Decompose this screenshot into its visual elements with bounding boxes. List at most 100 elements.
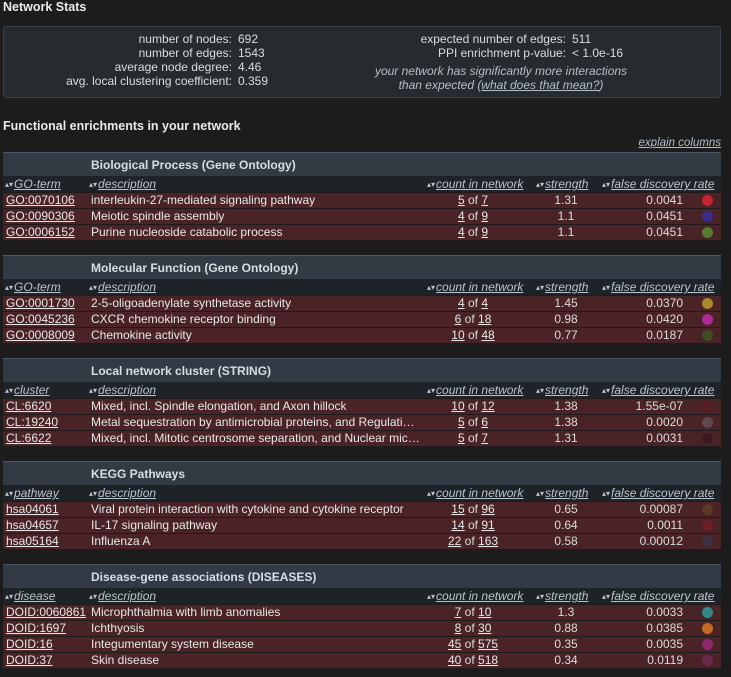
term-id-link[interactable]: DOID:0060861 — [6, 605, 87, 619]
count-link[interactable]: 5 — [457, 431, 465, 445]
total-link[interactable]: 9 — [481, 209, 489, 223]
color-dot-icon[interactable] — [702, 639, 713, 650]
term-id-link[interactable]: CL:6622 — [6, 431, 52, 445]
sort-id-column[interactable]: ▴▾GO-term — [5, 177, 61, 191]
sort-fdr-column[interactable]: ▴▾false discovery rate — [602, 589, 715, 603]
table-row[interactable]: CL:6622 Mixed, incl. Mitotic centrosome s… — [3, 430, 721, 446]
total-link[interactable]: 7 — [481, 193, 489, 207]
color-dot-icon[interactable] — [702, 623, 713, 634]
what-does-that-mean-link[interactable]: what does that mean? — [481, 78, 600, 92]
total-link[interactable]: 4 — [481, 296, 489, 310]
count-link[interactable]: 4 — [457, 296, 465, 310]
total-link[interactable]: 12 — [481, 399, 495, 413]
table-row[interactable]: CL:19240 Metal sequestration by antimicro… — [3, 414, 721, 430]
count-link[interactable]: 10 — [451, 399, 465, 413]
sort-description-column[interactable]: ▴▾description — [89, 589, 157, 603]
sort-count-column[interactable]: ▴▾count in network — [427, 280, 524, 294]
total-link[interactable]: 48 — [481, 328, 495, 342]
color-dot-icon[interactable] — [702, 433, 713, 444]
table-row[interactable]: DOID:37 Skin disease 40 of 518 0.34 0.0119 — [3, 652, 721, 668]
sort-count-column[interactable]: ▴▾count in network — [427, 486, 524, 500]
term-id-link[interactable]: GO:0001730 — [6, 296, 75, 310]
color-dot-icon[interactable] — [702, 330, 713, 341]
color-dot-icon[interactable] — [702, 536, 713, 547]
table-row[interactable]: GO:0008009 Chemokine activity 10 of 48 0.77… — [3, 327, 721, 343]
term-id-link[interactable]: GO:0006152 — [6, 225, 75, 239]
total-link[interactable]: 9 — [481, 225, 489, 239]
term-id-link[interactable]: GO:0008009 — [6, 328, 75, 342]
total-link[interactable]: 6 — [481, 415, 489, 429]
count-link[interactable]: 6 — [454, 312, 462, 326]
color-dot-icon[interactable] — [702, 520, 713, 531]
sort-fdr-column[interactable]: ▴▾false discovery rate — [602, 383, 715, 397]
color-dot-icon[interactable] — [702, 314, 713, 325]
sort-strength-column[interactable]: ▴▾strength — [536, 589, 589, 603]
table-row[interactable]: CL:6620 Mixed, incl. Spindle elongation, … — [3, 398, 721, 414]
table-row[interactable]: GO:0045236 CXCR chemokine receptor bindin… — [3, 311, 721, 327]
table-row[interactable]: DOID:1697 Ichthyosis 8 of 30 0.88 0.0385 — [3, 620, 721, 636]
color-dot-icon[interactable] — [702, 417, 713, 428]
count-link[interactable]: 4 — [457, 209, 465, 223]
sort-fdr-column[interactable]: ▴▾false discovery rate — [602, 486, 715, 500]
sort-strength-column[interactable]: ▴▾strength — [536, 486, 589, 500]
count-link[interactable]: 10 — [451, 328, 465, 342]
total-link[interactable]: 7 — [481, 431, 489, 445]
count-link[interactable]: 5 — [457, 415, 465, 429]
total-link[interactable]: 91 — [481, 518, 495, 532]
sort-description-column[interactable]: ▴▾description — [89, 486, 157, 500]
color-dot-icon[interactable] — [702, 655, 713, 666]
table-row[interactable]: hsa05164 Influenza A 22 of 163 0.58 0.00012 — [3, 533, 721, 549]
total-link[interactable]: 518 — [478, 653, 499, 667]
color-dot-icon[interactable] — [702, 211, 713, 222]
sort-strength-column[interactable]: ▴▾strength — [536, 383, 589, 397]
sort-id-column[interactable]: ▴▾pathway — [5, 486, 59, 500]
color-dot-icon[interactable] — [702, 298, 713, 309]
sort-count-column[interactable]: ▴▾count in network — [427, 177, 524, 191]
total-link[interactable]: 96 — [481, 502, 495, 516]
term-id-link[interactable]: hsa04657 — [6, 518, 59, 532]
total-link[interactable]: 18 — [478, 312, 492, 326]
table-row[interactable]: hsa04061 Viral protein interaction with c… — [3, 501, 721, 517]
term-id-link[interactable]: GO:0045236 — [6, 312, 75, 326]
sort-strength-column[interactable]: ▴▾strength — [536, 177, 589, 191]
sort-description-column[interactable]: ▴▾description — [89, 280, 157, 294]
table-row[interactable]: GO:0070106 interleukin-27-mediated signal… — [3, 192, 721, 208]
table-row[interactable]: GO:0090306 Meiotic spindle assembly 4 of 9… — [3, 208, 721, 224]
sort-fdr-column[interactable]: ▴▾false discovery rate — [602, 177, 715, 191]
table-row[interactable]: DOID:0060861 Microphthalmia with limb ano… — [3, 604, 721, 620]
sort-id-column[interactable]: ▴▾cluster — [5, 383, 50, 397]
count-link[interactable]: 15 — [451, 502, 465, 516]
count-link[interactable]: 4 — [457, 225, 465, 239]
explain-columns-link[interactable]: explain columns — [638, 137, 721, 149]
term-id-link[interactable]: CL:6620 — [6, 399, 52, 413]
count-link[interactable]: 5 — [457, 193, 465, 207]
term-id-link[interactable]: DOID:37 — [6, 653, 53, 667]
color-dot-icon[interactable] — [702, 195, 713, 206]
sort-id-column[interactable]: ▴▾disease — [5, 589, 56, 603]
count-link[interactable]: 8 — [454, 621, 462, 635]
color-dot-icon[interactable] — [702, 401, 713, 412]
total-link[interactable]: 10 — [478, 605, 492, 619]
count-link[interactable]: 7 — [454, 605, 462, 619]
count-link[interactable]: 14 — [451, 518, 465, 532]
total-link[interactable]: 30 — [478, 621, 492, 635]
term-id-link[interactable]: GO:0070106 — [6, 193, 75, 207]
table-row[interactable]: GO:0006152 Purine nucleoside catabolic pr… — [3, 224, 721, 240]
sort-description-column[interactable]: ▴▾description — [89, 177, 157, 191]
term-id-link[interactable]: CL:19240 — [6, 415, 59, 429]
total-link[interactable]: 163 — [478, 534, 499, 548]
table-row[interactable]: GO:0001730 2-5-oligoadenylate synthetase … — [3, 295, 721, 311]
color-dot-icon[interactable] — [702, 607, 713, 618]
count-link[interactable]: 45 — [447, 637, 462, 651]
term-id-link[interactable]: hsa04061 — [6, 502, 59, 516]
table-row[interactable]: hsa04657 IL-17 signaling pathway 14 of 91 0… — [3, 517, 721, 533]
term-id-link[interactable]: hsa05164 — [6, 534, 59, 548]
sort-count-column[interactable]: ▴▾count in network — [427, 589, 524, 603]
term-id-link[interactable]: DOID:1697 — [6, 621, 67, 635]
color-dot-icon[interactable] — [702, 227, 713, 238]
count-link[interactable]: 40 — [447, 653, 462, 667]
sort-fdr-column[interactable]: ▴▾false discovery rate — [602, 280, 715, 294]
table-row[interactable]: DOID:16 Integumentary system disease 45 of… — [3, 636, 721, 652]
color-dot-icon[interactable] — [702, 504, 713, 515]
sort-description-column[interactable]: ▴▾description — [89, 383, 157, 397]
